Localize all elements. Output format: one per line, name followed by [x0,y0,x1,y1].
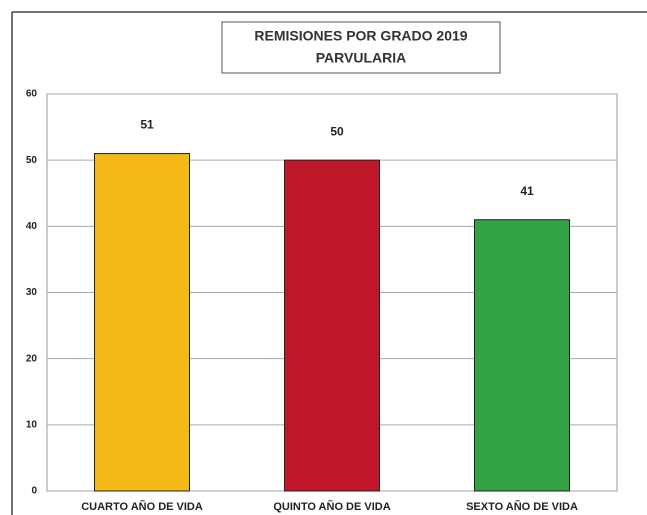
y-tick-label: 40 [26,221,38,232]
bar [284,159,380,492]
x-tick-label: QUINTO AÑO DE VIDA [273,500,390,513]
x-tick-label: CUARTO AÑO DE VIDA [81,500,203,513]
data-label: 41 [520,184,534,198]
y-tick-label: 30 [26,287,38,298]
y-tick-label: 0 [31,486,37,497]
bar [94,153,190,492]
chart-title: REMISIONES POR GRADO 2019 [254,28,467,44]
data-label: 51 [140,118,154,132]
y-tick-label: 60 [26,89,38,100]
title-box [221,21,501,74]
bar [474,219,570,492]
y-tick-label: 20 [26,353,38,364]
x-tick-label: SEXTO AÑO DE VIDA [466,500,578,513]
data-label: 50 [330,124,344,138]
y-tick-label: 50 [26,155,38,166]
y-tick-label: 10 [26,419,38,430]
chart-subtitle: PARVULARIA [316,50,407,66]
